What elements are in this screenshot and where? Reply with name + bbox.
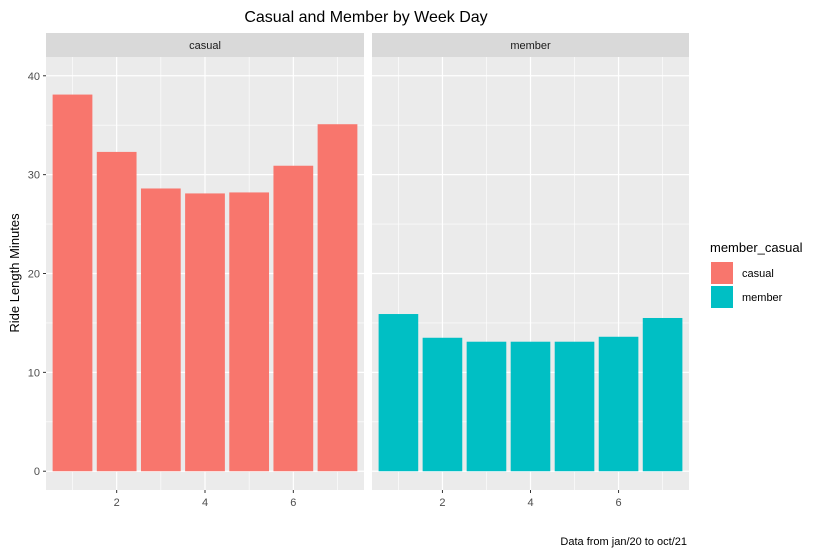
facet-panel-member: member 2 4 6: [372, 33, 689, 509]
bar-member-4: [510, 341, 551, 472]
facet-strip: [372, 33, 689, 57]
bar-member-2: [422, 337, 463, 472]
bar-casual-7: [317, 124, 358, 472]
bar-casual-4: [185, 193, 225, 472]
y-tick-label: 30: [28, 170, 40, 182]
bar-member-6: [598, 336, 639, 472]
bar-casual-1: [52, 94, 93, 472]
chart-title: Casual and Member by Week Day: [244, 9, 487, 26]
y-axis: 0 10 20 30 40: [28, 71, 46, 478]
facet-strip-label: casual: [189, 40, 221, 52]
facet-strip: [46, 33, 364, 57]
facet-panel-casual: casual 2 4 6: [46, 33, 364, 509]
legend-title: member_casual: [710, 240, 803, 255]
bar-member-7: [642, 317, 683, 472]
legend-label-casual: casual: [742, 268, 774, 280]
bar-casual-3: [140, 188, 181, 472]
legend-label-member: member: [742, 292, 783, 304]
y-axis-title: Ride Length Minutes: [7, 213, 22, 333]
y-tick-label: 10: [28, 367, 40, 379]
chart-caption: Data from jan/20 to oct/21: [560, 536, 687, 548]
bar-member-1: [378, 314, 419, 472]
bar-casual-2: [96, 151, 137, 472]
x-tick-label: 2: [114, 497, 120, 509]
y-tick-label: 0: [34, 466, 40, 478]
legend-key-casual: [711, 262, 733, 284]
y-tick-label: 40: [28, 71, 40, 83]
bar-casual-5: [229, 192, 270, 472]
bar-member-3: [466, 341, 507, 472]
bar-member-5: [554, 341, 595, 472]
x-tick-label: 2: [439, 497, 445, 509]
legend: member_casual casual member: [710, 240, 803, 308]
x-tick-label: 6: [290, 497, 296, 509]
bar-casual-6: [273, 165, 314, 472]
y-tick-label: 20: [28, 269, 40, 281]
x-tick-label: 6: [615, 497, 621, 509]
x-tick-label: 4: [527, 497, 533, 509]
facet-strip-label: member: [510, 40, 551, 52]
x-tick-label: 4: [202, 497, 208, 509]
plot-area: casual 2 4 6 member 2 4 6: [46, 33, 689, 509]
legend-key-member: [711, 286, 733, 308]
